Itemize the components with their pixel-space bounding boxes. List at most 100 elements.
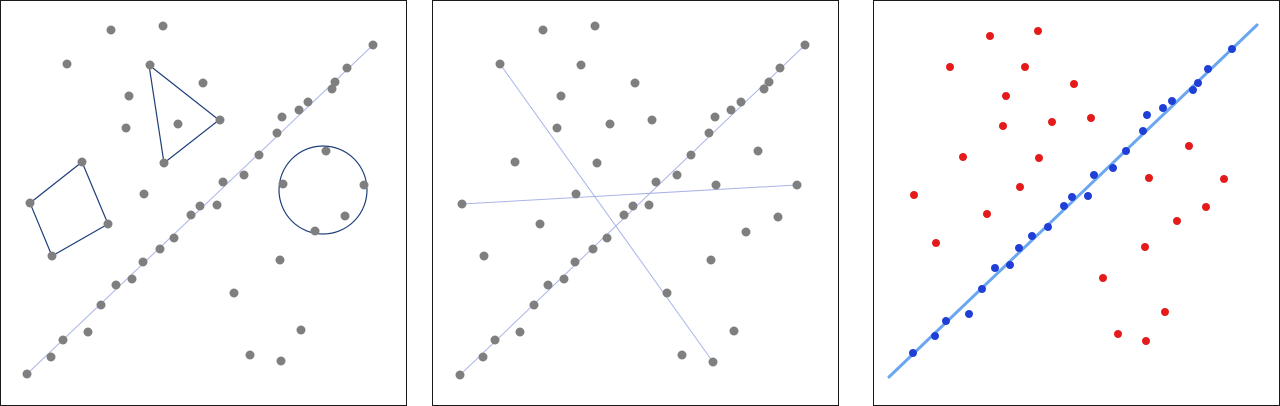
- data-point: [592, 158, 602, 168]
- data-point: [630, 78, 640, 88]
- outlier-point: [1114, 330, 1122, 338]
- data-point: [155, 244, 165, 254]
- hypothesis-line: [499, 63, 714, 363]
- outlier-point: [1002, 92, 1010, 100]
- data-point: [139, 189, 149, 199]
- data-point: [276, 356, 286, 366]
- data-point: [729, 326, 739, 336]
- data-point: [212, 200, 222, 210]
- inlier-point: [1028, 232, 1036, 240]
- data-point: [145, 60, 155, 70]
- data-point: [478, 352, 488, 362]
- data-point: [543, 280, 553, 290]
- data-point: [106, 25, 116, 35]
- data-point: [571, 189, 581, 199]
- data-point: [455, 370, 465, 380]
- data-point: [570, 257, 580, 267]
- data-point: [741, 227, 751, 237]
- data-point: [686, 150, 696, 160]
- data-point: [479, 251, 489, 261]
- outlier-point: [959, 153, 967, 161]
- data-point: [647, 115, 657, 125]
- data-point: [340, 211, 350, 221]
- data-point: [677, 350, 687, 360]
- data-point: [490, 335, 500, 345]
- data-point: [25, 198, 35, 208]
- data-point: [218, 177, 228, 187]
- data-point: [22, 369, 32, 379]
- outlier-point: [1034, 27, 1042, 35]
- inlier-point: [1015, 244, 1023, 252]
- inlier-point: [1044, 223, 1052, 231]
- panel-1-canvas: [22, 21, 378, 379]
- data-point: [127, 274, 137, 284]
- data-point: [77, 157, 87, 167]
- outlier-point: [983, 210, 991, 218]
- data-point: [275, 255, 285, 265]
- inlier-point: [1090, 171, 1098, 179]
- outlier-point: [932, 239, 940, 247]
- circle-outline: [278, 145, 368, 235]
- quadrilateral-outline: [29, 161, 109, 257]
- data-point: [708, 357, 718, 367]
- data-point: [169, 233, 179, 243]
- data-point: [515, 327, 525, 337]
- data-point: [605, 119, 615, 129]
- data-point: [121, 123, 131, 133]
- data-point: [556, 91, 566, 101]
- inlier-point: [1006, 261, 1014, 269]
- data-point: [198, 78, 208, 88]
- data-point: [278, 179, 288, 189]
- data-point: [619, 210, 629, 220]
- outlier-point: [1035, 154, 1043, 162]
- data-point: [303, 97, 313, 107]
- data-point: [726, 105, 736, 115]
- outlier-point: [1141, 243, 1149, 251]
- outlier-point: [1202, 203, 1210, 211]
- data-point: [83, 327, 93, 337]
- inlier-point: [1139, 127, 1147, 135]
- outlier-point: [1048, 118, 1056, 126]
- data-point: [330, 77, 340, 87]
- outlier-point: [1016, 183, 1024, 191]
- data-point: [628, 201, 638, 211]
- data-point: [58, 335, 68, 345]
- outlier-point: [986, 32, 994, 40]
- data-point: [495, 59, 505, 69]
- data-point: [103, 219, 113, 229]
- data-point: [644, 200, 654, 210]
- data-point: [46, 352, 56, 362]
- data-point: [215, 115, 225, 125]
- inlier-point: [1122, 147, 1130, 155]
- outlier-point: [1087, 114, 1095, 122]
- outlier-point: [946, 63, 954, 71]
- outlier-point: [1142, 337, 1150, 345]
- data-point: [662, 288, 672, 298]
- inlier-point: [1168, 97, 1176, 105]
- data-point: [736, 97, 746, 107]
- triangle-outline: [148, 63, 220, 165]
- data-point: [672, 170, 682, 180]
- panel-shapes-detection: [0, 0, 407, 406]
- data-point: [159, 158, 169, 168]
- data-point: [195, 201, 205, 211]
- data-point: [321, 146, 331, 156]
- inlier-point: [1084, 192, 1092, 200]
- inlier-point: [1204, 65, 1212, 73]
- inlier-point: [1189, 86, 1197, 94]
- data-point: [359, 180, 369, 190]
- outlier-point: [1021, 63, 1029, 71]
- data-point: [773, 212, 783, 222]
- data-point: [535, 219, 545, 229]
- data-point: [62, 59, 72, 69]
- data-point: [775, 63, 785, 73]
- inlier-point: [909, 349, 917, 357]
- data-point: [111, 280, 121, 290]
- data-point: [124, 91, 134, 101]
- data-point: [457, 199, 467, 209]
- data-point: [239, 170, 249, 180]
- data-point: [759, 84, 769, 94]
- outlier-point: [1099, 274, 1107, 282]
- panel-2-canvas: [455, 21, 810, 380]
- outlier-point: [910, 191, 918, 199]
